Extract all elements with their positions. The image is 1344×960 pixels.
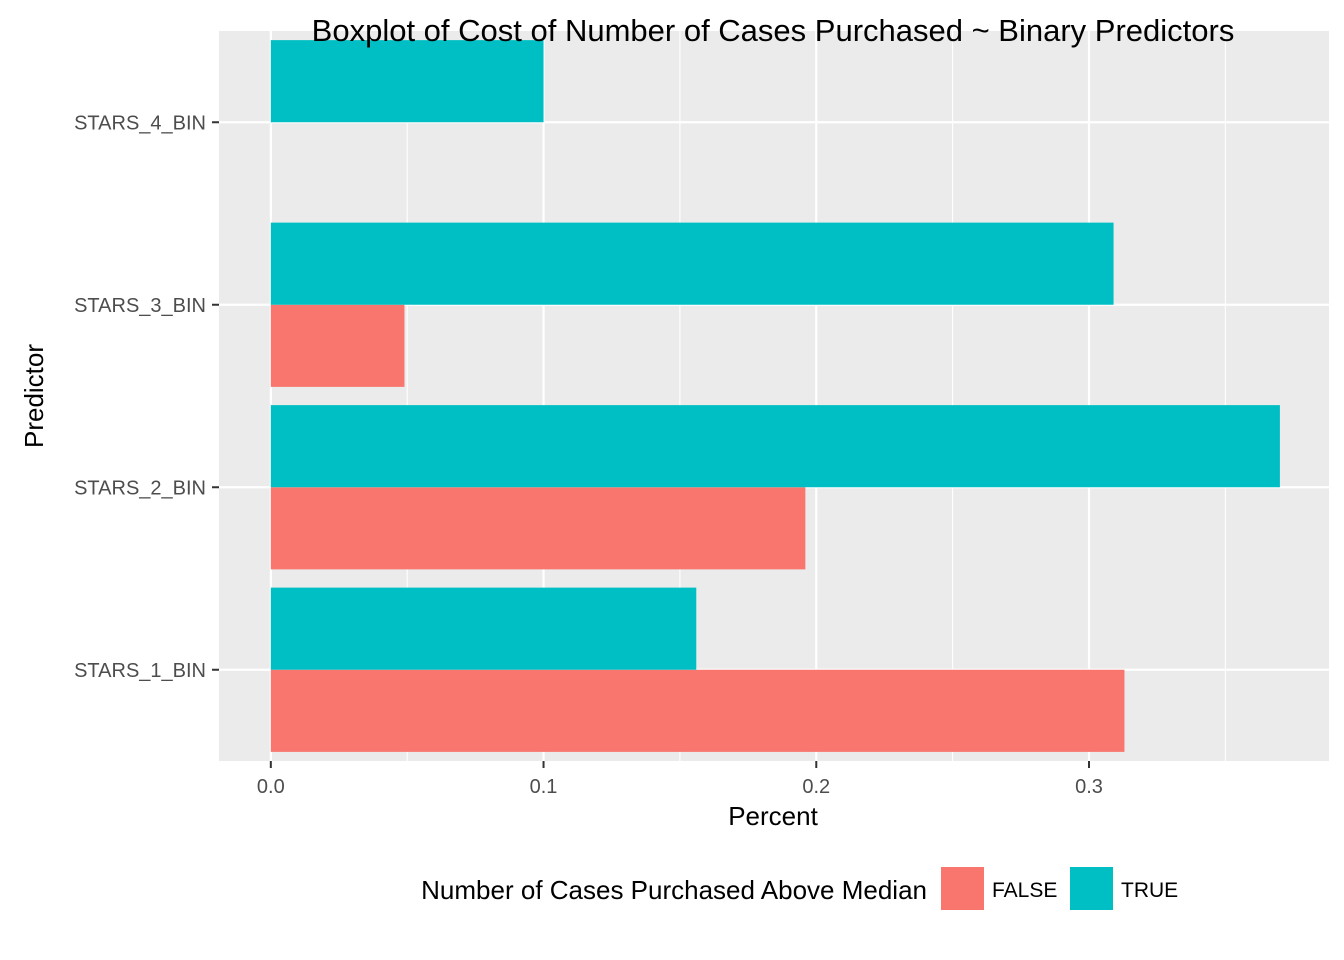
y-tick-label: STARS_1_BIN [74,660,206,682]
legend-label-false: FALSE [992,879,1057,902]
y-tick-label: STARS_4_BIN [74,112,206,134]
x-axis: 0.0 0.1 0.2 0.3 [257,761,1103,798]
chart-title: Boxplot of Cost of Number of Cases Purch… [312,13,1235,48]
legend-swatch-true [1070,867,1113,910]
bar-true-stars-2-bin [270,405,1280,488]
legend-swatch-false [941,867,984,910]
bar-false-stars-3-bin [270,304,405,387]
y-axis-title: Predictor [19,344,49,448]
x-tick-label: 0.1 [530,776,558,798]
y-axis: STARS_1_BIN STARS_2_BIN STARS_3_BIN STARS_4… [74,112,219,682]
y-tick-label: STARS_3_BIN [74,295,206,317]
bar-true-stars-3-bin [270,222,1114,305]
legend-title: Number of Cases Purchased Above Median [421,875,927,905]
x-tick-label: 0.3 [1075,776,1103,798]
x-tick-label: 0.0 [257,776,285,798]
legend: Number of Cases Purchased Above Median F… [421,867,1178,910]
bar-false-stars-1-bin [270,669,1125,752]
y-tick-label: STARS_2_BIN [74,477,206,499]
bar-false-stars-2-bin [270,487,806,570]
bar-true-stars-1-bin [270,587,697,670]
x-axis-title: Percent [728,801,818,831]
x-tick-label: 0.2 [802,776,830,798]
bars [270,40,1280,752]
legend-label-true: TRUE [1121,879,1178,902]
bar-true-stars-4-bin [270,40,544,123]
